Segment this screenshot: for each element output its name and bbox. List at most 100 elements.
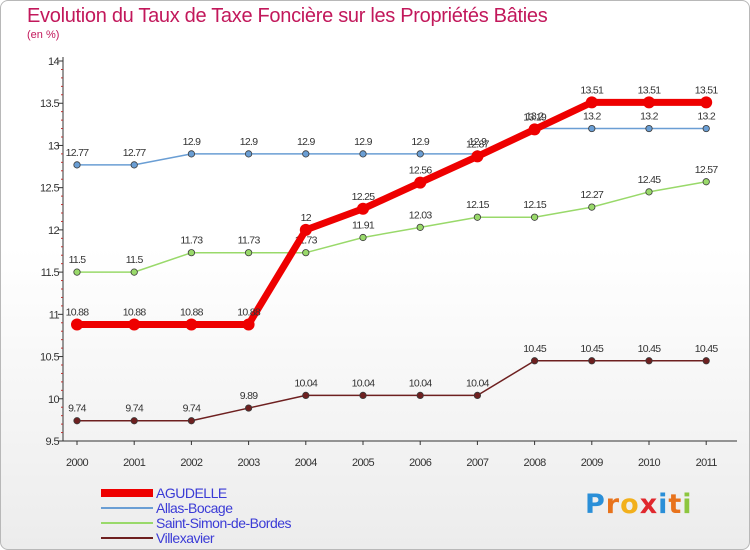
- data-label: 12.56: [409, 165, 433, 177]
- data-label: 10.45: [580, 343, 604, 355]
- logo-letter: i: [658, 489, 669, 520]
- data-point: [359, 233, 367, 242]
- x-tick-label: 2002: [180, 457, 203, 469]
- data-label: 11.5: [126, 254, 144, 266]
- data-label: 12.03: [409, 209, 433, 221]
- data-point: [643, 96, 655, 109]
- y-tick-label: 9.5: [46, 436, 60, 448]
- x-tick-label: 2007: [466, 457, 489, 469]
- data-label: 9.89: [240, 390, 258, 402]
- data-point: [645, 124, 653, 133]
- data-point: [414, 176, 427, 189]
- data-point: [645, 188, 653, 196]
- x-tick-label: 2008: [524, 457, 547, 469]
- data-label: 12.9: [469, 136, 487, 148]
- data-label: 10.45: [638, 343, 662, 355]
- data-label: 13.51: [580, 84, 604, 96]
- data-label: 10.04: [294, 377, 318, 389]
- data-point: [245, 249, 253, 257]
- x-tick-label: 2003: [238, 457, 261, 469]
- logo-letter: P: [585, 489, 606, 520]
- y-tick-label: 11: [49, 309, 60, 321]
- logo-letter: r: [605, 489, 621, 520]
- legend-label: Allas-Bocage: [156, 500, 233, 516]
- x-tick-label: 2009: [581, 457, 604, 469]
- logo-letter: o: [620, 489, 640, 520]
- data-point: [73, 161, 81, 169]
- data-label: 12.9: [411, 136, 429, 148]
- data-label: 13.51: [638, 84, 662, 96]
- y-tick-label: 10: [48, 394, 60, 406]
- series-line-villexavier: [76, 360, 707, 422]
- y-tick-label: 12.5: [40, 183, 59, 195]
- data-label: 10.04: [466, 377, 490, 389]
- data-point: [302, 249, 310, 257]
- data-label: 12: [301, 212, 312, 224]
- data-label: 12.9: [240, 136, 258, 148]
- chart-subtitle: (en %): [27, 29, 60, 41]
- data-label: 11.5: [69, 254, 87, 266]
- data-point: [700, 96, 713, 109]
- data-label: 12.15: [466, 199, 490, 211]
- data-label: 10.88: [180, 306, 204, 318]
- data-point: [128, 318, 141, 331]
- data-label: 10.04: [409, 377, 433, 389]
- series-line-allas-bocage: [76, 127, 707, 166]
- y-tick-label: 11.5: [41, 267, 60, 279]
- data-label: 13.19: [523, 111, 547, 123]
- legend-label: Saint-Simon-de-Bordes: [156, 515, 292, 531]
- data-point: [245, 150, 253, 158]
- data-label: 12.15: [523, 199, 547, 211]
- data-label: 11.73: [180, 235, 203, 247]
- data-point: [645, 357, 653, 365]
- data-label: 12.9: [297, 136, 315, 148]
- data-point: [702, 357, 710, 365]
- x-tick-label: 2000: [66, 457, 89, 469]
- data-point: [245, 404, 253, 412]
- data-point: [416, 391, 424, 399]
- data-label: 12.77: [123, 147, 147, 159]
- data-label: 13.2: [640, 111, 658, 123]
- logo-letter: x: [639, 489, 659, 520]
- data-point: [528, 123, 541, 136]
- y-tick-label: 14: [48, 56, 60, 68]
- y-tick-label: 12: [48, 225, 60, 237]
- data-label: 12.27: [580, 189, 604, 201]
- data-label: 12.45: [638, 174, 662, 186]
- data-point: [71, 318, 83, 331]
- data-label: 10.45: [695, 343, 719, 355]
- data-point: [357, 202, 369, 215]
- logo-letter: t: [668, 489, 683, 520]
- data-label: 11.91: [352, 219, 375, 231]
- data-point: [242, 318, 255, 331]
- data-point: [473, 391, 481, 399]
- data-point: [530, 213, 539, 221]
- data-point: [588, 124, 596, 133]
- y-tick-label: 13: [48, 140, 60, 152]
- data-point: [530, 357, 539, 365]
- data-label: 12.87: [466, 138, 490, 150]
- y-tick-label: 10.5: [40, 352, 59, 364]
- data-label: 12.77: [66, 147, 90, 159]
- data-label: 11.73: [238, 235, 261, 247]
- data-label: 10.88: [66, 306, 90, 318]
- data-point: [473, 213, 481, 221]
- data-point: [187, 150, 195, 158]
- data-label: 12.9: [183, 136, 201, 148]
- data-point: [130, 161, 138, 169]
- data-point: [702, 178, 710, 186]
- data-point: [73, 417, 81, 425]
- data-point: [359, 150, 367, 158]
- data-point: [416, 150, 424, 158]
- data-point: [302, 150, 310, 158]
- legend-label: Villexavier: [156, 530, 215, 546]
- data-label: 10.88: [123, 306, 147, 318]
- data-point: [299, 223, 312, 236]
- data-point: [359, 391, 367, 399]
- data-point: [130, 268, 138, 276]
- legend-label: AGUDELLE: [156, 485, 227, 501]
- data-label: 12.9: [354, 136, 372, 148]
- data-label: 12.25: [352, 191, 376, 203]
